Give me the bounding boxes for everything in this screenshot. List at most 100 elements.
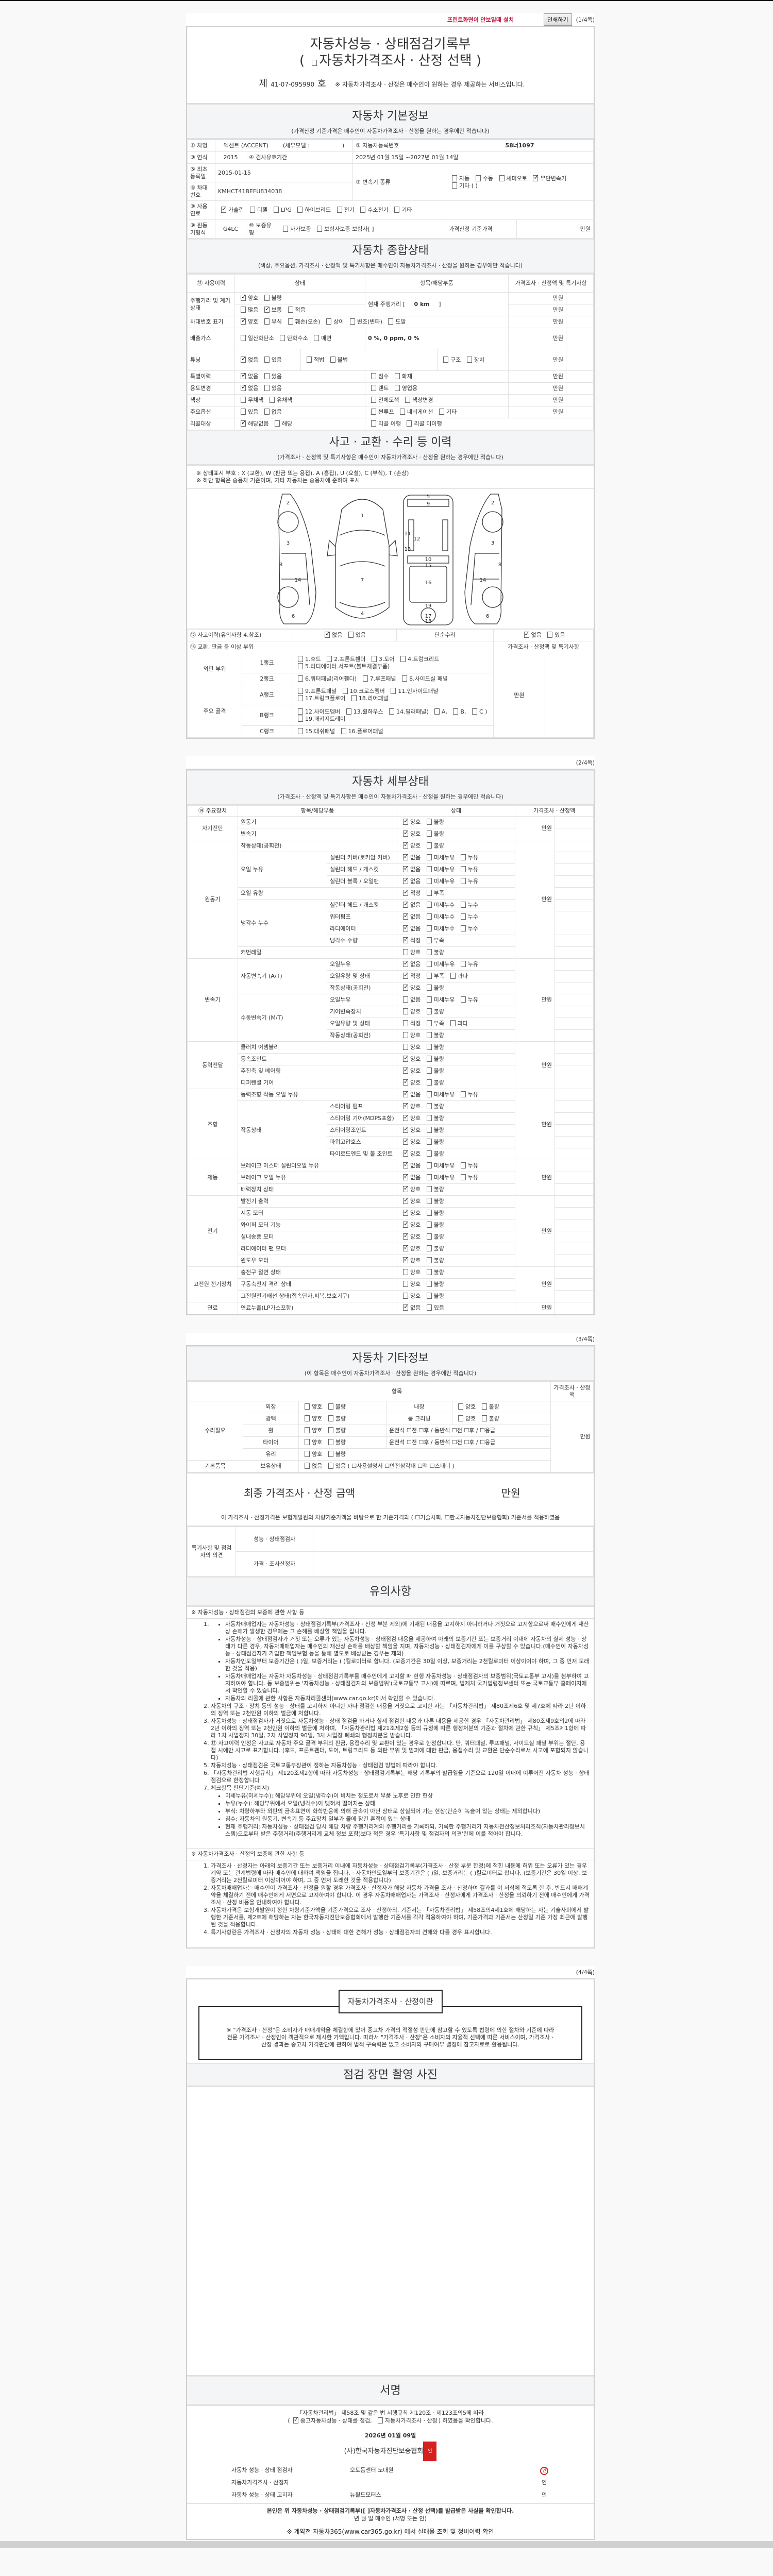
checkbox-option[interactable]: 유채색 <box>266 397 292 403</box>
checkbox-option[interactable]: 양호 <box>400 1137 421 1145</box>
checkbox-option[interactable]: 불량 <box>424 1044 444 1050</box>
checkbox-option[interactable]: 양호 <box>400 983 421 991</box>
checkbox[interactable] <box>403 1101 409 1109</box>
checkbox-option[interactable]: 11.인사이드패널 <box>388 688 438 694</box>
checkbox-option[interactable]: 부족 <box>424 890 444 896</box>
checkbox[interactable] <box>533 174 539 181</box>
checkbox-option[interactable]: 불량 <box>424 1115 444 1122</box>
checkbox[interactable] <box>249 207 255 213</box>
checkbox-option[interactable]: 양호 <box>400 1032 421 1039</box>
checkbox-option[interactable]: 불량 <box>424 1150 444 1157</box>
checkbox-option[interactable]: 무채색 <box>238 397 263 403</box>
checkbox[interactable] <box>403 1161 409 1168</box>
checkbox-option[interactable]: 중고자동차성능 · 상태를 점검, <box>290 2416 372 2424</box>
checkbox[interactable] <box>426 1293 432 1299</box>
checkbox[interactable] <box>403 1113 409 1121</box>
checkbox[interactable] <box>426 1245 432 1251</box>
checkbox[interactable] <box>426 985 432 991</box>
checkbox[interactable] <box>403 888 409 896</box>
checkbox[interactable] <box>328 1427 333 1433</box>
checkbox[interactable] <box>241 419 246 427</box>
checkbox-option[interactable]: 19.패키지트레이 <box>295 715 345 722</box>
checkbox[interactable] <box>426 961 432 967</box>
checkbox-option[interactable]: 없음 <box>400 912 421 920</box>
checkbox-option[interactable]: 14.필러패널( <box>386 708 428 715</box>
checkbox-option[interactable]: 화재 <box>392 373 412 380</box>
checkbox-option[interactable]: 17.트렁크플로어 <box>295 695 345 702</box>
checkbox[interactable] <box>453 708 459 715</box>
checkbox-option[interactable]: 18.리어패널 <box>348 695 389 702</box>
checkbox-option[interactable]: C ) <box>469 708 487 715</box>
checkbox[interactable] <box>328 1439 333 1445</box>
checkbox[interactable] <box>403 817 409 825</box>
checkbox[interactable] <box>288 307 293 313</box>
checkbox[interactable] <box>403 1054 409 1062</box>
checkbox[interactable] <box>403 1196 409 1204</box>
checkbox[interactable] <box>337 207 342 213</box>
price-selection-checkbox[interactable] <box>312 60 317 66</box>
checkbox[interactable] <box>241 409 246 415</box>
checkbox-option[interactable]: 전체도색 <box>368 397 399 403</box>
checkbox-option[interactable]: 없음 <box>238 383 258 392</box>
checkbox-option[interactable]: 양호 <box>400 1196 421 1205</box>
checkbox-option[interactable]: 없음 <box>400 959 421 968</box>
checkbox[interactable] <box>348 632 354 638</box>
checkbox[interactable] <box>264 373 270 379</box>
checkbox[interactable] <box>274 420 280 427</box>
checkbox[interactable] <box>241 383 246 391</box>
checkbox[interactable] <box>426 949 432 955</box>
checkbox-option[interactable]: 없음 <box>238 371 258 380</box>
checkbox[interactable] <box>298 708 304 715</box>
checkbox[interactable] <box>460 925 466 931</box>
checkbox-option[interactable]: 장치 <box>464 356 484 363</box>
checkbox[interactable] <box>460 854 466 860</box>
checkbox[interactable] <box>394 385 400 391</box>
checkbox[interactable] <box>293 2416 299 2424</box>
checkbox-option[interactable]: 양호 <box>400 817 421 825</box>
checkbox-option[interactable]: 불량 <box>424 1008 444 1015</box>
checkbox-option[interactable]: 양호 <box>400 841 421 849</box>
checkbox-option[interactable]: 15.대쉬패널 <box>295 728 335 735</box>
checkbox[interactable] <box>273 207 279 213</box>
checkbox-option[interactable]: 있음 <box>238 409 258 415</box>
checkbox[interactable] <box>298 715 304 722</box>
checkbox[interactable] <box>241 397 246 403</box>
checkbox-option[interactable]: 있음 <box>544 632 565 638</box>
checkbox-option[interactable]: 기타 ( ) <box>449 182 478 189</box>
checkbox[interactable] <box>426 1269 432 1275</box>
checkbox[interactable] <box>283 225 288 232</box>
checkbox-option[interactable]: 해당 <box>272 420 292 427</box>
checkbox[interactable] <box>403 1184 409 1192</box>
checkbox[interactable] <box>403 971 409 979</box>
checkbox[interactable] <box>403 829 409 837</box>
checkbox-option[interactable]: 양호 <box>400 1232 421 1240</box>
checkbox-option[interactable]: 양호 <box>400 829 421 837</box>
checkbox[interactable] <box>403 1044 408 1050</box>
checkbox[interactable] <box>342 688 348 694</box>
checkbox-option[interactable]: 적정 <box>400 888 421 896</box>
checkbox-option[interactable]: 없음 <box>400 1161 421 1169</box>
checkbox-option[interactable]: 있음 <box>261 373 282 380</box>
checkbox-option[interactable]: 양호 <box>400 1220 421 1228</box>
checkbox[interactable] <box>407 420 412 427</box>
checkbox[interactable] <box>362 675 368 682</box>
checkbox[interactable] <box>426 1079 432 1086</box>
checkbox[interactable] <box>371 420 376 427</box>
checkbox[interactable] <box>452 175 457 181</box>
checkbox[interactable] <box>426 878 432 884</box>
checkbox-option[interactable]: 미세누수 <box>424 925 455 932</box>
checkbox[interactable] <box>328 1451 333 1457</box>
checkbox[interactable] <box>305 1451 310 1457</box>
checkbox[interactable] <box>241 355 246 363</box>
checkbox-option[interactable]: A, <box>431 708 447 715</box>
checkbox[interactable] <box>241 371 246 379</box>
checkbox[interactable] <box>403 1149 409 1157</box>
checkbox-option[interactable]: 불량 <box>424 1032 444 1039</box>
checkbox[interactable] <box>426 1150 432 1157</box>
checkbox-option[interactable]: 불량 <box>424 819 444 825</box>
checkbox[interactable] <box>403 853 409 860</box>
checkbox[interactable] <box>403 1078 409 1086</box>
checkbox[interactable] <box>460 1162 466 1168</box>
checkbox-option[interactable]: 침수 <box>368 373 389 380</box>
checkbox[interactable] <box>403 1173 409 1180</box>
